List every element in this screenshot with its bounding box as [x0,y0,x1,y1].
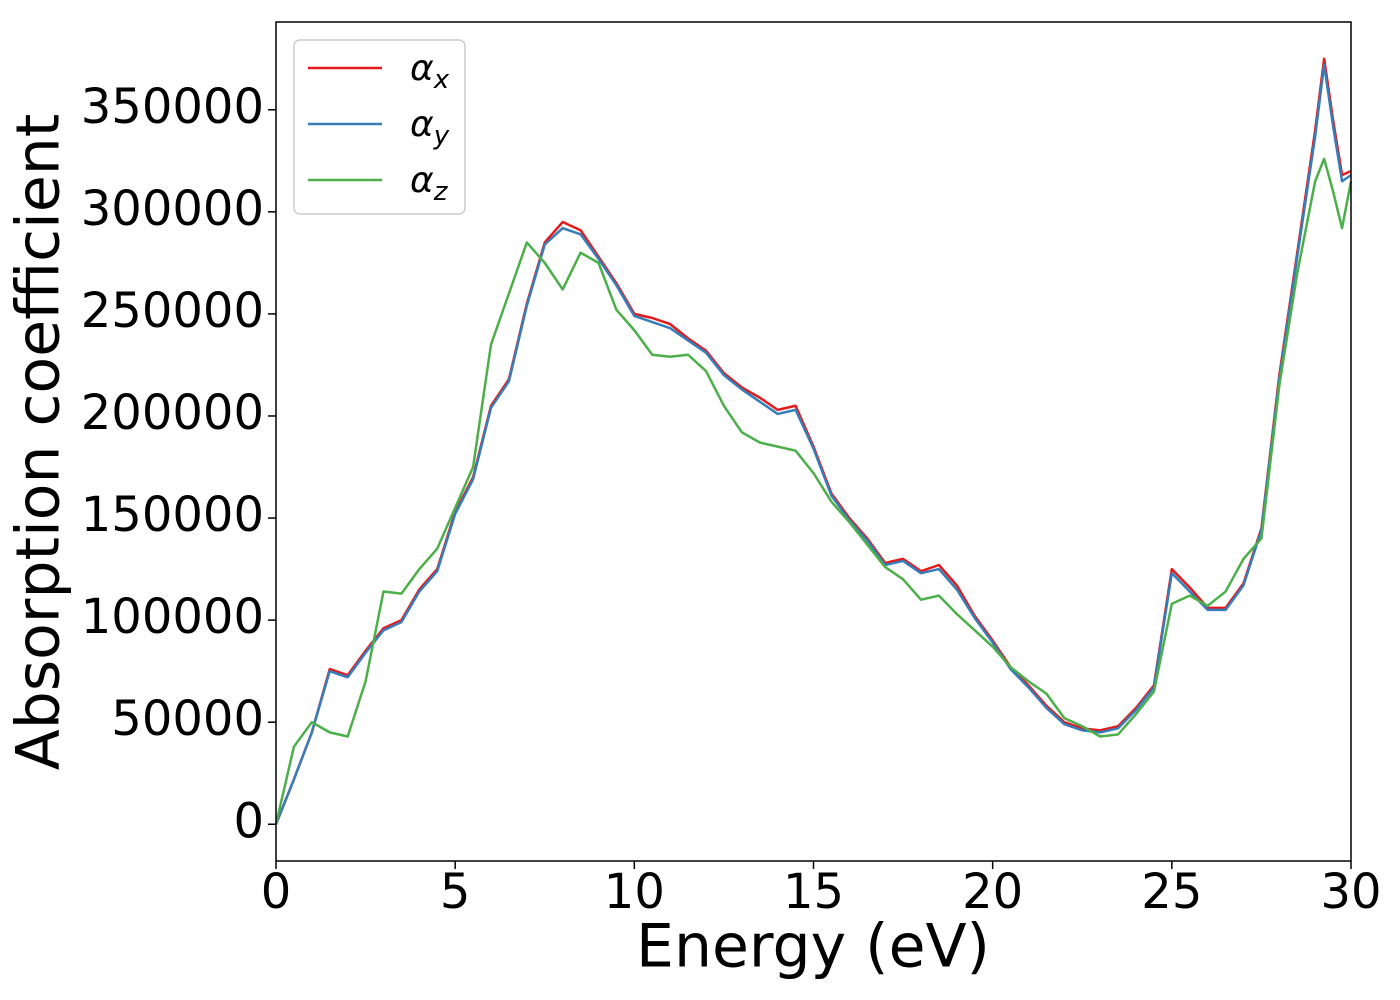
plot-frame [275,21,1352,862]
y-tick-label: 250000 [81,283,264,339]
x-axis-label: Energy (eV) [636,912,990,982]
legend-box [293,39,466,215]
y-axis-label: Absorption coefficient [4,114,74,771]
y-tick-label: 150000 [81,487,264,543]
data-line [274,157,1353,825]
x-tick-label: 20 [962,864,1023,920]
x-tick-label: 5 [440,864,471,920]
y-tick-label: 0 [233,793,264,849]
y-tick-label: 300000 [81,181,264,237]
legend-label: αy [410,104,450,151]
legend-label: αz [410,160,449,207]
y-tick-label: 350000 [81,79,264,135]
y-tick-label: 50000 [111,691,264,747]
x-tick-label: 0 [261,864,292,920]
x-tick-label: 15 [783,864,844,920]
legend-label: αx [410,48,450,95]
legend: αx αy αz [293,39,466,215]
y-tick-label: 100000 [81,589,264,645]
x-tick-label: 25 [1141,864,1202,920]
x-tick-label: 30 [1320,864,1381,920]
x-tick-label: 10 [604,864,665,920]
y-tick-label: 200000 [81,385,264,441]
